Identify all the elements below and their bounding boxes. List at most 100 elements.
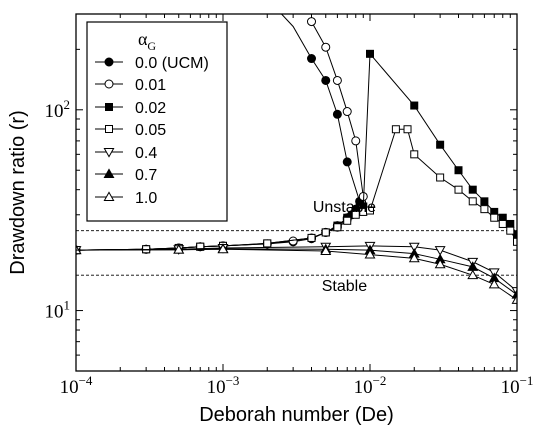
x-tick-base: 10 — [207, 377, 226, 398]
data-point — [307, 54, 317, 64]
x-tick-label: 10−1 — [501, 373, 534, 398]
legend-marker — [104, 79, 114, 89]
data-point — [332, 109, 342, 119]
x-tick-base: 10 — [354, 377, 373, 398]
data-point — [436, 173, 445, 182]
data-point — [307, 17, 317, 27]
data-point — [434, 258, 446, 269]
data-point — [408, 252, 420, 263]
y-tick-label: 101 — [45, 298, 71, 323]
data-point — [342, 107, 352, 117]
x-tick-label: 10−2 — [354, 373, 387, 398]
legend-marker — [103, 168, 115, 178]
x-tick-exponent: −1 — [520, 373, 534, 388]
legend-label: 0.02 — [135, 100, 166, 117]
data-point — [321, 75, 331, 85]
series-line — [76, 248, 517, 301]
legend-item: 0.7 — [95, 167, 157, 184]
data-point — [468, 185, 477, 194]
axis-ticks — [75, 13, 518, 372]
legend-label: 0.01 — [135, 77, 166, 94]
data-point — [480, 205, 489, 214]
x-axis-title: Deborah number (De) — [199, 404, 394, 426]
data-point — [342, 157, 352, 167]
data-point — [364, 248, 376, 259]
plot-frame — [75, 13, 518, 372]
y-axis-title: Drawdown ratio (r) — [7, 110, 29, 274]
x-tick-base: 10 — [501, 377, 520, 398]
data-point — [511, 287, 517, 297]
x-tick-label: 10−4 — [60, 373, 93, 398]
x-tick-exponent: −4 — [79, 373, 93, 388]
data-point — [410, 101, 419, 110]
x-tick-label: 10−3 — [207, 373, 240, 398]
legend-item: 0.05 — [95, 122, 166, 139]
x-tick-exponent: −3 — [226, 373, 240, 388]
legend-label: 0.4 — [135, 145, 157, 162]
data-point — [403, 125, 412, 134]
legend-marker — [103, 148, 115, 158]
y-tick-base: 10 — [45, 302, 64, 323]
legend-marker — [105, 103, 113, 111]
legend-marker — [103, 191, 115, 201]
data-point — [498, 219, 507, 228]
data-point — [408, 242, 420, 253]
legend-items: 0.0 (UCM) 0.01 0.02 0.05 0.4 0.7 1.0 — [95, 55, 209, 207]
data-point — [410, 150, 419, 159]
data-point — [366, 206, 374, 215]
data-point — [76, 244, 82, 255]
data-point — [307, 233, 316, 242]
legend-box — [86, 21, 228, 222]
legend-item: 0.02 — [95, 100, 166, 117]
series-5 — [76, 243, 517, 299]
legend: αG 0.0 (UCM) 0.01 0.02 0.05 0.4 0.7 1.0 — [86, 21, 228, 222]
series-6 — [76, 243, 517, 304]
data-point — [511, 294, 517, 304]
legend-label: 1.0 — [135, 190, 157, 207]
plot-border — [75, 13, 518, 372]
data-point — [454, 185, 463, 194]
reference-lines — [76, 230, 517, 276]
data-point — [454, 166, 463, 175]
data-point — [490, 213, 499, 222]
legend-item: 0.0 (UCM) — [95, 55, 209, 72]
data-point — [467, 269, 479, 280]
data-point — [321, 228, 330, 237]
data-point — [343, 216, 352, 225]
legend-label: 0.7 — [135, 167, 157, 184]
legend-title: αG — [138, 29, 156, 53]
y-tick-exponent: 1 — [64, 298, 71, 313]
legend-label: 0.0 (UCM) — [135, 55, 209, 72]
data-point — [480, 197, 489, 206]
data-point — [488, 278, 500, 289]
legend-marker — [105, 125, 113, 133]
legend-item: 1.0 — [95, 190, 157, 207]
data-point — [332, 75, 342, 85]
annotation-unstable: Unstable — [313, 199, 376, 216]
x-tick-base: 10 — [60, 377, 79, 398]
data-point — [196, 242, 205, 251]
annotation-stable: Stable — [322, 278, 367, 295]
y-tick-exponent: 2 — [64, 97, 71, 112]
data-point — [434, 246, 446, 256]
x-tick-exponent: −2 — [373, 373, 387, 388]
data-point — [321, 42, 331, 52]
legend-item: 0.4 — [95, 145, 157, 162]
series-layer — [76, 14, 517, 304]
data-point — [351, 210, 360, 219]
data-point — [513, 237, 517, 246]
data-point — [366, 49, 374, 58]
data-point — [506, 219, 515, 228]
annotations: Unstable Stable — [313, 199, 376, 295]
legend-marker — [104, 57, 114, 67]
data-point — [511, 289, 517, 299]
y-tick-base: 10 — [45, 101, 64, 122]
series-line — [76, 248, 517, 296]
data-point — [217, 243, 229, 254]
y-tick-label: 102 — [45, 97, 71, 122]
data-point — [320, 245, 332, 255]
data-point — [468, 197, 477, 206]
data-point — [351, 136, 361, 146]
